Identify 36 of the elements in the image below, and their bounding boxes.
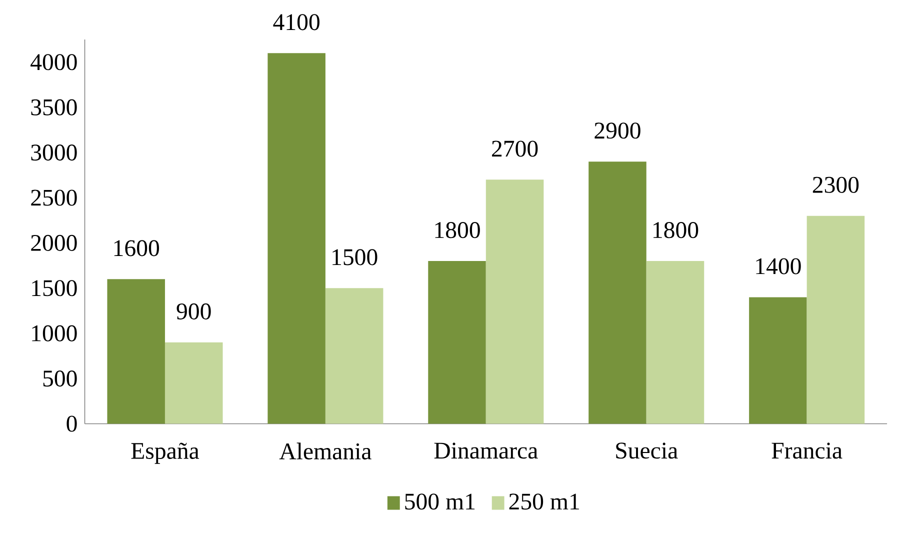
bar [164,342,223,424]
bar [486,180,544,424]
bar [806,216,865,424]
bar [268,53,326,424]
x-tick-label: Alemania [279,442,372,460]
y-tick-label: 1000 [32,325,77,342]
y-tick-label: 500 [43,370,77,387]
x-tick-label: Dinamarca [434,442,538,459]
bar [588,162,646,424]
y-tick-label: 1500 [32,280,77,296]
x-tick-label: Francia [772,442,842,459]
bar [325,288,384,424]
x-tick-label: España [131,442,200,464]
data-label: 1800 [435,222,480,238]
data-label: 1500 [332,249,378,266]
bar [428,261,486,424]
data-label: 2300 [812,176,859,194]
y-tick-label: 0 [66,416,77,432]
data-label: 1600 [114,240,160,256]
bar [107,279,165,424]
legend-label: 500 m1 [405,494,475,510]
data-label: 2900 [594,122,640,139]
data-label: 2700 [492,140,538,157]
y-tick-label: 3500 [31,99,77,116]
bar [749,297,807,424]
data-label: 4100 [273,14,320,30]
y-tick-label: 3000 [31,144,77,161]
data-label: 900 [176,304,211,320]
data-label: 1800 [653,222,698,238]
x-tick-label: Suecia [616,442,678,459]
legend-label: 250 m1 [509,494,579,510]
y-tick-label: 2000 [31,235,77,252]
y-tick-label: 2500 [31,190,77,206]
data-label: 1400 [756,258,801,274]
bar [646,261,704,424]
y-tick-label: 4000 [30,54,77,70]
